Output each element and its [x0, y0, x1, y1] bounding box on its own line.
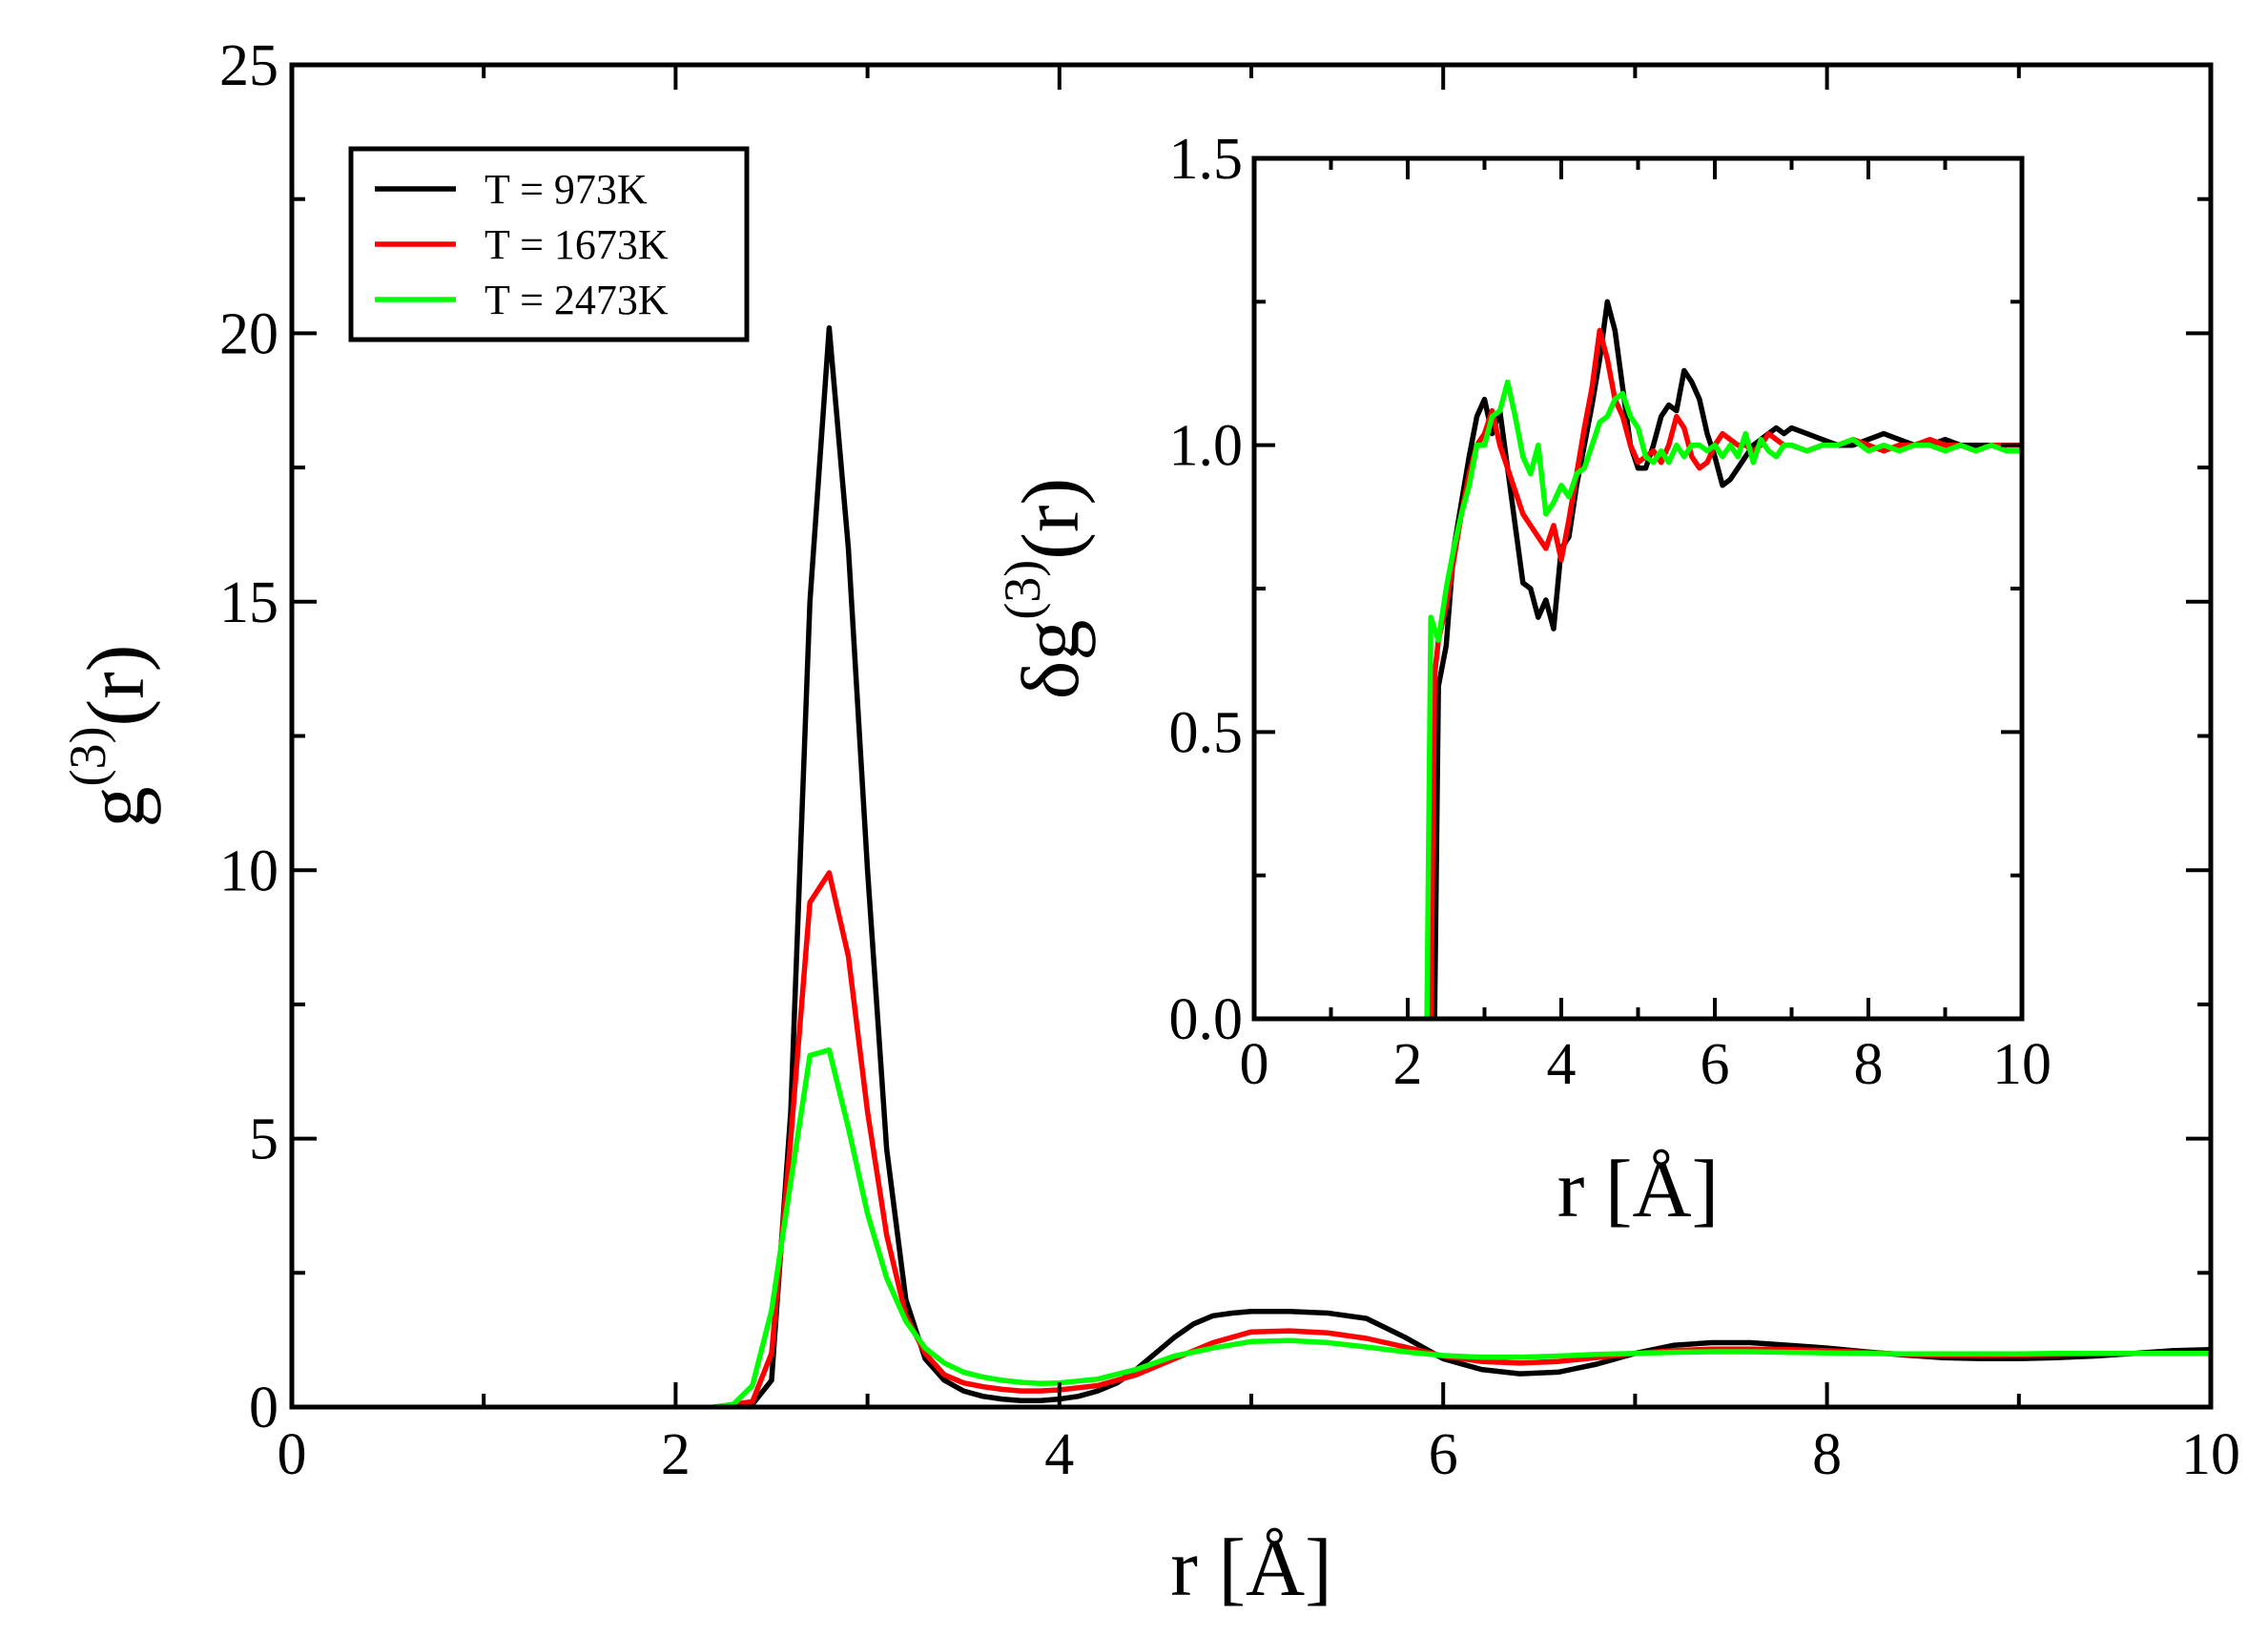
- main-x-tick-label: 0: [278, 1422, 307, 1487]
- main-x-tick-label: 4: [1044, 1422, 1074, 1487]
- inset-series-group: [1424, 299, 2022, 1019]
- main-x-tick-label: 8: [1812, 1422, 1842, 1487]
- main-y-tick-label: 5: [249, 1108, 278, 1172]
- inset-series-line-2: [1424, 379, 2022, 1019]
- main-x-axis-label: r [Å]: [1170, 1522, 1332, 1613]
- main-series-line-2: [711, 1046, 2211, 1407]
- inset-x-tick-label: 2: [1393, 1032, 1423, 1097]
- main-x-tick-label: 6: [1429, 1422, 1458, 1487]
- legend: T = 973K T = 1673K T = 2473K: [348, 146, 750, 342]
- main-y-axis-label-sup: (3): [59, 726, 116, 786]
- inset-y-tick-label: 1.5: [1169, 127, 1244, 192]
- main-x-tick-label: 2: [661, 1422, 691, 1487]
- main-y-tick-label: 25: [219, 33, 278, 98]
- legend-label-2: T = 2473K: [485, 277, 669, 323]
- legend-label-1: T = 1673K: [485, 221, 669, 268]
- main-y-tick-label: 15: [219, 570, 278, 635]
- main-y-axis-label: g(3)(r): [59, 645, 161, 828]
- inset-y-axis-label-tail: (r): [1004, 478, 1096, 560]
- inset-x-tick-label: 0: [1240, 1032, 1269, 1097]
- main-series-group: [711, 325, 2211, 1407]
- inset-background: [992, 124, 2060, 1283]
- legend-label-0: T = 973K: [485, 166, 648, 213]
- inset-y-tick-label: 0.0: [1169, 987, 1244, 1052]
- inset-y-axis-label-sup: (3): [994, 560, 1051, 620]
- inset-x-tick-label: 10: [1992, 1032, 2052, 1097]
- main-y-axis-label-tail: (r): [70, 645, 161, 727]
- main-y-axis-label-main: g: [70, 786, 161, 827]
- inset-y-axis-label-main: δg: [1004, 620, 1096, 700]
- inset-x-tick-label: 6: [1701, 1032, 1730, 1097]
- inset-x-tick-label: 8: [1854, 1032, 1884, 1097]
- inset-y-axis-label: δg(3)(r): [994, 478, 1096, 699]
- inset-y-tick-label: 0.5: [1169, 700, 1244, 765]
- inset-plot: 0 2 4 6 8 10 0.0 0.5 1.0 1.5 r [Å] δg(3)(r): [992, 124, 2060, 1283]
- main-y-tick-label: 20: [219, 301, 278, 366]
- inset-y-tick-label: 1.0: [1169, 414, 1244, 479]
- main-y-tick-label: 10: [219, 839, 278, 903]
- inset-x-tick-label: 4: [1547, 1032, 1577, 1097]
- main-x-tick-label: 10: [2181, 1422, 2240, 1487]
- inset-x-axis-label: r [Å]: [1557, 1143, 1720, 1234]
- main-y-tick-label: 0: [249, 1376, 278, 1440]
